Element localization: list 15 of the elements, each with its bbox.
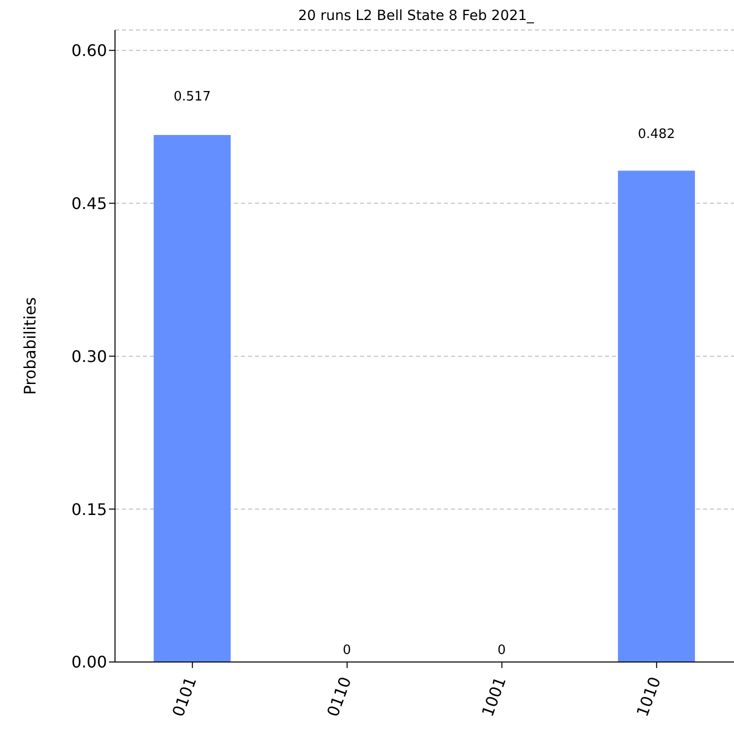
- y-tick-label: 0.45: [71, 194, 107, 213]
- x-tick-label: 0101: [168, 674, 200, 720]
- data-label: 0.517: [174, 90, 211, 105]
- y-tick-label: 0.30: [71, 346, 107, 366]
- x-tick-label: 1001: [478, 674, 510, 720]
- data-label: 0: [342, 643, 352, 658]
- y-tick-label: 0.15: [71, 500, 107, 519]
- y-tick-label: 0.00: [71, 652, 107, 672]
- data-label: 0.482: [638, 127, 676, 142]
- x-tick-label: 1010: [632, 674, 664, 720]
- y-axis-title: Probabilities: [20, 297, 40, 395]
- data-label: 0: [498, 643, 506, 658]
- chart-title: 20 runs L2 Bell State 8 Feb 2021_: [297, 8, 535, 24]
- x-tick-label: 0110: [323, 674, 355, 720]
- y-tick-label: 0.60: [71, 41, 107, 60]
